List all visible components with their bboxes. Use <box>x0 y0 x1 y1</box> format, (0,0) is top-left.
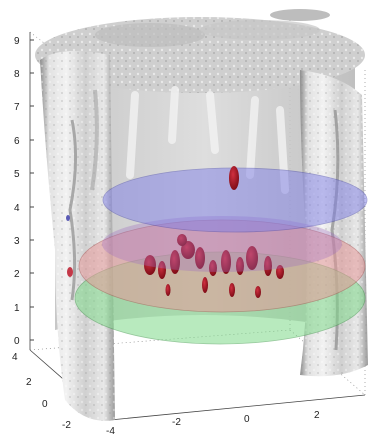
z-tick-label: 4 <box>14 203 20 214</box>
z-tick: 1 <box>14 303 34 314</box>
z-tick-label: 6 <box>14 136 20 147</box>
z-tick-label: 1 <box>14 303 20 314</box>
z-tick-label: 7 <box>14 102 20 113</box>
x-tick-label: -4 <box>106 426 115 437</box>
x-tick-label: 0 <box>244 414 250 425</box>
z-tick-label: 3 <box>14 236 20 247</box>
cylinder-left-wall <box>40 51 115 421</box>
z-tick: 4 <box>14 203 34 214</box>
z-tick-label: 9 <box>14 36 20 47</box>
z-axis-ticks: 0 1 2 3 4 5 6 7 8 9 <box>14 36 34 347</box>
cylinder-top-cap <box>35 9 365 93</box>
x-axis-ticks: -4 -2 0 2 <box>106 410 320 437</box>
z-tick: 2 <box>14 269 34 280</box>
y-tick-label: 0 <box>42 399 48 410</box>
z-tick: 8 <box>14 69 34 80</box>
y-tick-label: 4 <box>12 352 18 363</box>
z-tick-label: 2 <box>14 269 20 280</box>
red-blob-cluster <box>144 234 284 298</box>
z-tick-label: 5 <box>14 169 20 180</box>
z-tick: 3 <box>14 236 34 247</box>
left-wall-red-marks <box>66 215 73 277</box>
z-tick-label: 0 <box>14 336 20 347</box>
z-tick: 0 <box>14 336 34 347</box>
z-tick: 5 <box>14 169 34 180</box>
z-tick: 6 <box>14 136 34 147</box>
x-tick-label: 2 <box>314 410 320 421</box>
x-tick-label: -2 <box>172 417 181 428</box>
red-drop <box>229 166 239 190</box>
z-tick: 9 <box>14 36 34 47</box>
z-tick: 7 <box>14 102 34 113</box>
y-tick-label: -2 <box>62 420 71 431</box>
z-tick-label: 8 <box>14 69 20 80</box>
y-tick-label: 2 <box>26 377 32 388</box>
y-axis-ticks: 4 2 0 -2 <box>12 352 71 431</box>
